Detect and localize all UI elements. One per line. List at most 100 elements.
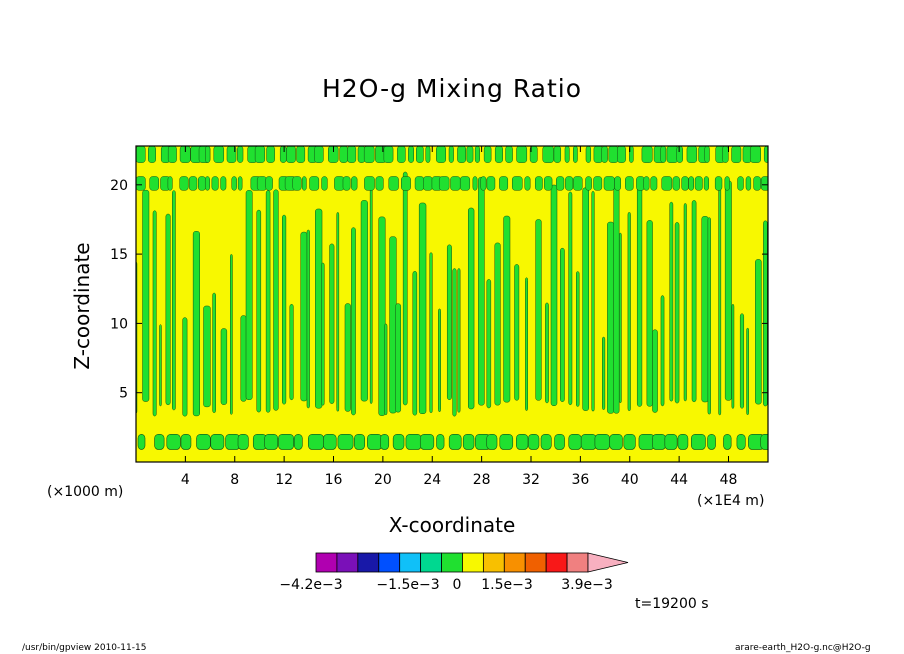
field-cell bbox=[378, 216, 386, 416]
field-cell bbox=[499, 433, 514, 450]
field-cell bbox=[457, 146, 467, 163]
field-cell bbox=[524, 176, 531, 191]
field-cell bbox=[516, 433, 529, 450]
y-tick-label: 10 bbox=[110, 316, 128, 332]
field-cell bbox=[296, 146, 306, 163]
field-cell bbox=[438, 176, 450, 191]
colorbar-swatch bbox=[378, 552, 401, 573]
x-tick-label: 36 bbox=[571, 472, 589, 488]
field-cell bbox=[203, 305, 211, 408]
field-cell bbox=[289, 303, 294, 401]
field-cell bbox=[419, 433, 435, 450]
field-cell bbox=[553, 146, 562, 163]
y-axis-unit: (×1000 m) bbox=[47, 484, 124, 500]
field-cell bbox=[429, 252, 433, 414]
footer-left: /usr/bin/gpview 2010-11-15 bbox=[22, 643, 147, 653]
field-cell bbox=[534, 176, 543, 191]
field-cell bbox=[154, 433, 165, 450]
field-cell bbox=[448, 433, 462, 450]
field-cell bbox=[446, 244, 452, 400]
field-cell bbox=[486, 279, 492, 409]
field-cell bbox=[279, 146, 287, 163]
footer-right: arare-earth_H2O-g.nc@H2O-g bbox=[735, 643, 871, 653]
field-cell bbox=[402, 171, 408, 406]
y-axis: 5 10 15 20 bbox=[110, 178, 768, 402]
colorbar-label: −4.2e−3 bbox=[279, 577, 342, 593]
field-cell bbox=[436, 433, 445, 450]
field-cell bbox=[582, 187, 589, 411]
colorbar-label: 1.5e−3 bbox=[481, 577, 533, 593]
field-cell bbox=[603, 176, 615, 191]
field-cell bbox=[152, 210, 157, 417]
field-cell bbox=[724, 176, 730, 191]
y-tick-label: 15 bbox=[110, 247, 128, 263]
field-cell bbox=[408, 146, 414, 163]
field-cell bbox=[328, 146, 339, 163]
field-cell bbox=[245, 190, 253, 401]
field-cell bbox=[438, 308, 441, 412]
mixing-ratio-field bbox=[136, 146, 768, 450]
field-cell bbox=[309, 176, 320, 191]
field-cell bbox=[462, 433, 475, 450]
field-cell bbox=[503, 215, 511, 403]
colorbar-swatch bbox=[524, 552, 547, 573]
field-cell bbox=[136, 176, 146, 191]
field-cell bbox=[691, 200, 697, 403]
field-cell bbox=[369, 177, 373, 404]
colorbar-label: 0 bbox=[453, 577, 462, 593]
field-cell bbox=[677, 433, 689, 450]
field-cell bbox=[660, 146, 667, 163]
field-cell bbox=[231, 176, 237, 191]
colorbar-swatch bbox=[441, 552, 463, 573]
field-cell bbox=[351, 227, 356, 416]
field-cell bbox=[707, 217, 711, 415]
field-cell bbox=[159, 324, 162, 407]
field-cell bbox=[505, 146, 513, 163]
field-cell bbox=[676, 146, 683, 163]
field-cell bbox=[542, 146, 554, 163]
field-cell bbox=[494, 242, 501, 406]
field-cell bbox=[388, 176, 399, 191]
field-cell bbox=[593, 176, 603, 191]
field-cell bbox=[196, 433, 211, 450]
field-cell bbox=[292, 176, 302, 191]
field-cell bbox=[278, 433, 295, 450]
colorbar-swatch bbox=[357, 552, 380, 573]
field-cell bbox=[636, 178, 643, 407]
field-cell bbox=[237, 146, 244, 163]
field-cell bbox=[576, 271, 580, 407]
field-cell bbox=[457, 268, 461, 413]
field-cell bbox=[256, 209, 262, 413]
field-cell bbox=[392, 433, 405, 450]
colorbar-swatch bbox=[336, 552, 359, 573]
colorbar-swatch bbox=[399, 552, 422, 573]
field-cell bbox=[739, 313, 745, 409]
field-cell bbox=[627, 212, 631, 412]
field-cell bbox=[334, 176, 345, 191]
colorbar-swatch bbox=[420, 552, 442, 573]
field-cell bbox=[210, 433, 225, 450]
field-cell bbox=[573, 146, 578, 163]
field-cell bbox=[436, 146, 447, 163]
field-cell bbox=[211, 176, 219, 191]
field-cell bbox=[205, 146, 211, 163]
field-cell bbox=[614, 176, 621, 191]
field-cell bbox=[240, 315, 247, 402]
field-cell bbox=[625, 176, 634, 191]
colorbar: −4.2e−3 −1.5e−3 0 1.5e−3 3.9e−3 bbox=[279, 552, 629, 593]
field-cell bbox=[718, 178, 722, 416]
field-cell bbox=[478, 176, 485, 406]
field-cell bbox=[354, 433, 366, 450]
y-tick-label: 20 bbox=[110, 178, 128, 194]
field-cell bbox=[669, 201, 674, 402]
field-cell bbox=[745, 176, 752, 191]
field-cell bbox=[412, 271, 418, 416]
field-cell bbox=[609, 433, 623, 450]
field-cell bbox=[384, 323, 388, 416]
field-cell bbox=[650, 176, 658, 191]
field-cell bbox=[704, 146, 710, 163]
field-cell bbox=[554, 433, 565, 450]
field-cell bbox=[480, 176, 487, 191]
field-cell bbox=[594, 433, 610, 450]
colorbar-swatch bbox=[545, 552, 568, 573]
